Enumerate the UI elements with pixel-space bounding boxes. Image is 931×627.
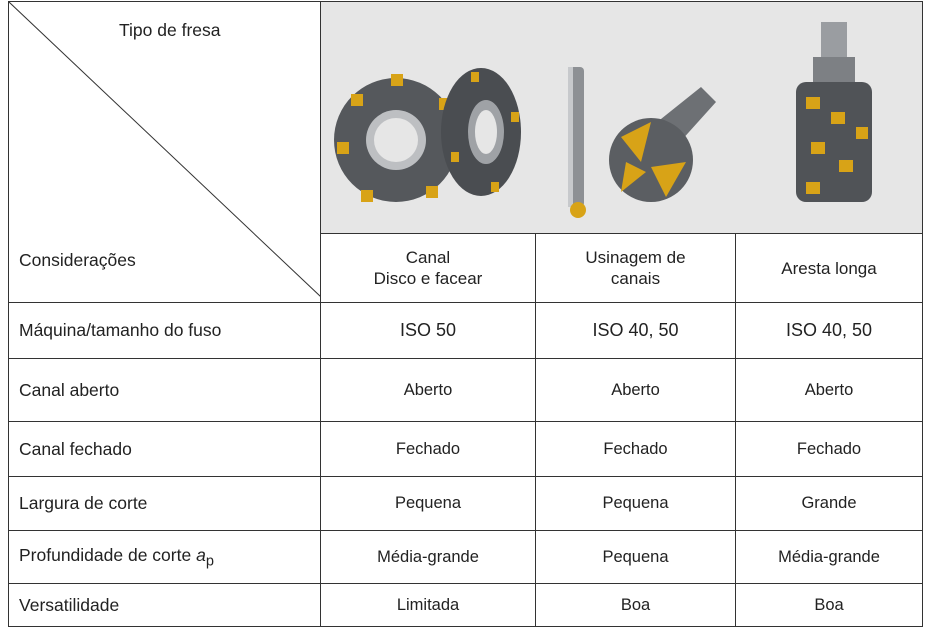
cell: ISO 50 <box>320 302 536 359</box>
table-row: Versatilidade Limitada Boa Boa <box>8 583 923 627</box>
long-edge-cutter <box>796 22 872 202</box>
cell: Pequena <box>535 530 736 584</box>
table-row: Canal fechado Fechado Fechado Fechado <box>8 421 923 477</box>
tool-drawings <box>334 22 872 218</box>
holder-cutter <box>609 87 716 202</box>
corner-cell: Tipo de fresa Considerações <box>8 1 321 303</box>
row-label: Largura de corte <box>8 476 321 531</box>
cell: Boa <box>735 583 923 627</box>
header-line: Disco e facear <box>373 269 483 288</box>
table-row: Canal aberto Aberto Aberto Aberto <box>8 358 923 422</box>
header-line: canais <box>610 269 661 288</box>
row-label: Máquina/tamanho do fuso <box>8 302 321 359</box>
cell: Fechado <box>735 421 923 477</box>
corner-top: Tipo de fresa <box>119 20 221 40</box>
corner-bottom: Considerações <box>19 250 136 270</box>
cell: Grande <box>735 476 923 531</box>
row-label-text: Profundidade de corte <box>19 544 192 565</box>
slot-end-mill <box>568 67 586 218</box>
cell: Pequena <box>320 476 536 531</box>
cell: Média-grande <box>320 530 536 584</box>
row-label-text: Largura de corte <box>19 493 148 513</box>
cell: Aberto <box>735 358 923 422</box>
table-row: Máquina/tamanho do fuso ISO 50 ISO 40, 50 I… <box>8 302 923 359</box>
cell: ISO 40, 50 <box>535 302 736 359</box>
row-label-text: Canal aberto <box>19 379 120 400</box>
table-row: Largura de corte Pequena Pequena Grande <box>8 476 923 531</box>
table-body: Tipo de fresa Considerações <box>8 1 923 627</box>
disc-cutter-2 <box>441 68 521 196</box>
header-line: Aresta longa <box>781 258 877 278</box>
comparison-table: Tipo de fresa Considerações <box>8 1 923 627</box>
cell: Boa <box>535 583 736 627</box>
header-line: Canal <box>405 248 451 267</box>
column-header: Canal Disco e facear <box>320 233 536 303</box>
disc-cutter-1 <box>334 74 461 202</box>
diagonal <box>9 2 321 297</box>
cell: Fechado <box>320 421 536 477</box>
row-label-subscript: p <box>205 553 214 570</box>
tool-images <box>320 1 923 234</box>
row-label: Versatilidade <box>8 583 321 627</box>
cell: Limitada <box>320 583 536 627</box>
cell: Aberto <box>535 358 736 422</box>
cell: Pequena <box>535 476 736 531</box>
cell: Média-grande <box>735 530 923 584</box>
header-line: Usinagem de <box>585 248 686 267</box>
cell: Aberto <box>320 358 536 422</box>
column-header: Usinagem de canais <box>535 233 736 303</box>
column-header: Aresta longa <box>735 233 923 303</box>
row-label-symbol: a <box>196 544 206 565</box>
table-row: Profundidade de corte ap Média-grande Pequ… <box>8 530 923 584</box>
cell: ISO 40, 50 <box>735 302 923 359</box>
row-label-text: Máquina/tamanho do fuso <box>19 320 222 340</box>
row-label: Canal fechado <box>8 421 321 477</box>
cell: Fechado <box>535 421 736 477</box>
column-header-row: Canal Disco e facear Usinagem de canais Ares… <box>9 233 923 303</box>
row-label: Canal aberto <box>8 358 321 422</box>
row-label-text: Versatilidade <box>19 594 120 615</box>
row-label-text: Canal fechado <box>19 438 132 459</box>
header-row: Tipo de fresa Considerações <box>8 1 923 303</box>
row-label: Profundidade de corte ap <box>8 530 321 584</box>
